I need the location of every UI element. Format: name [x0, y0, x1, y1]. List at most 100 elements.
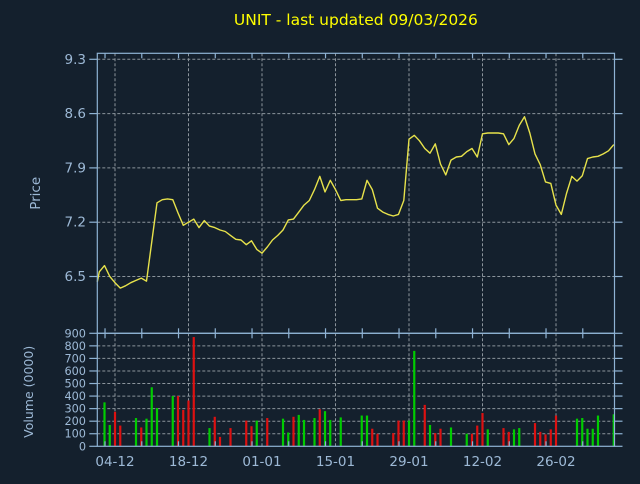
- date-tick-label: 12-02: [463, 454, 502, 470]
- chart-title: UNIT - last updated 09/03/2026: [234, 11, 478, 29]
- volume-bar-down: [397, 420, 400, 447]
- volume-bar-down: [371, 428, 374, 447]
- volume-bar-up: [512, 429, 516, 447]
- volume-tick-label: 900: [64, 327, 86, 340]
- volume-tick-label: 0: [79, 440, 86, 453]
- date-tick-label: 15-01: [316, 454, 355, 470]
- volume-tick-label: 400: [64, 390, 86, 403]
- volume-bar-up: [581, 418, 584, 447]
- volume-bar-up: [155, 408, 159, 447]
- volume-bar-down: [266, 418, 269, 447]
- volume-bar-down: [113, 411, 117, 447]
- volume-tick-label: 700: [64, 352, 86, 365]
- volume-bar-up: [150, 387, 153, 447]
- volume-bar-up: [255, 420, 258, 447]
- price-tick-label: 7.2: [65, 215, 86, 231]
- date-tick-label: 04-12: [95, 454, 134, 470]
- gridlines: [97, 53, 615, 447]
- volume-bar-up: [302, 419, 306, 447]
- volume-bar-down: [176, 396, 180, 447]
- volume-bar-up: [428, 424, 432, 447]
- volume-bar-up: [596, 415, 600, 447]
- volume-bar-down: [119, 425, 122, 447]
- volume-bar-down: [423, 404, 426, 447]
- volume-bar-down: [507, 431, 510, 447]
- volume-bar-up: [103, 402, 106, 447]
- volume-bar-down: [250, 426, 253, 447]
- axis-ticks: [89, 53, 623, 447]
- volume-bar-down: [392, 433, 395, 447]
- volume-tick-label: 500: [64, 378, 86, 391]
- volume-tick-label: 800: [64, 340, 86, 353]
- volume-tick-label: 600: [64, 365, 86, 378]
- volume-tick-label: 200: [64, 415, 86, 428]
- volume-bar-up: [145, 418, 148, 447]
- volume-bar-down: [434, 433, 437, 447]
- volume-tick-label: 300: [64, 403, 86, 416]
- volume-bar-up: [591, 428, 594, 447]
- volume-bar-up: [365, 415, 369, 447]
- volume-bar-up: [575, 418, 579, 447]
- volume-bar-up: [329, 419, 332, 447]
- volume-bar-up: [518, 428, 521, 447]
- axis-labels: 9.38.67.97.26.59008007006005004003002001…: [64, 52, 575, 470]
- volume-bar-up: [108, 424, 111, 447]
- volume-bars: [103, 337, 615, 447]
- volume-bar-up: [449, 427, 453, 447]
- volume-bar-up: [287, 432, 290, 447]
- volume-bar-up: [407, 420, 411, 447]
- volume-bar-down: [481, 413, 484, 447]
- volume-bar-up: [339, 417, 342, 447]
- volume-bar-up: [281, 418, 285, 447]
- price-axis-label: Price: [28, 177, 44, 210]
- volume-bar-up: [323, 411, 327, 447]
- volume-bar-up: [208, 428, 211, 447]
- volume-bar-down: [245, 420, 248, 447]
- price-tick-label: 6.5: [65, 269, 86, 285]
- date-tick-label: 01-01: [242, 454, 281, 470]
- price-tick-label: 9.3: [65, 52, 86, 68]
- volume-bar-down: [292, 416, 295, 447]
- volume-bar-down: [182, 409, 185, 447]
- volume-bar-up: [586, 428, 589, 447]
- volume-tick-label: 100: [64, 428, 86, 441]
- volume-bar-up: [486, 429, 489, 447]
- volume-bar-up: [612, 414, 615, 447]
- volume-bar-down: [192, 337, 195, 447]
- volume-bar-down: [476, 425, 479, 447]
- volume-bar-down: [439, 428, 442, 447]
- date-tick-label: 18-12: [169, 454, 208, 470]
- price-tick-label: 7.9: [65, 160, 86, 176]
- volume-bar-down: [218, 436, 222, 447]
- volume-panel: [96, 332, 616, 447]
- volume-bar-down: [229, 428, 232, 447]
- date-tick-label: 29-01: [389, 454, 428, 470]
- price-line: [96, 115, 615, 289]
- volume-bar-up: [297, 414, 300, 447]
- date-tick-label: 26-02: [536, 454, 575, 470]
- volume-bar-down: [544, 434, 547, 447]
- volume-bar-down: [376, 433, 379, 447]
- volume-bar-up: [171, 396, 174, 447]
- volume-axis-label: Volume (0000): [21, 346, 36, 438]
- volume-bar-down: [213, 416, 216, 447]
- volume-bar-down: [502, 428, 505, 447]
- volume-bar-down: [533, 423, 537, 447]
- volume-bar-up: [360, 415, 363, 447]
- volume-bar-down: [549, 429, 552, 447]
- volume-bar-down: [140, 427, 143, 447]
- volume-bar-up: [134, 418, 138, 447]
- volume-bar-down: [187, 400, 190, 447]
- price-tick-label: 8.6: [65, 106, 86, 122]
- volume-bar-down: [402, 420, 405, 447]
- volume-bar-up: [413, 350, 416, 447]
- volume-bar-up: [313, 418, 316, 447]
- volume-bar-up: [465, 433, 468, 447]
- volume-bar-down: [539, 431, 542, 447]
- volume-bar-down: [318, 409, 321, 447]
- volume-bar-down: [554, 415, 558, 447]
- panel-frames: [96, 52, 616, 447]
